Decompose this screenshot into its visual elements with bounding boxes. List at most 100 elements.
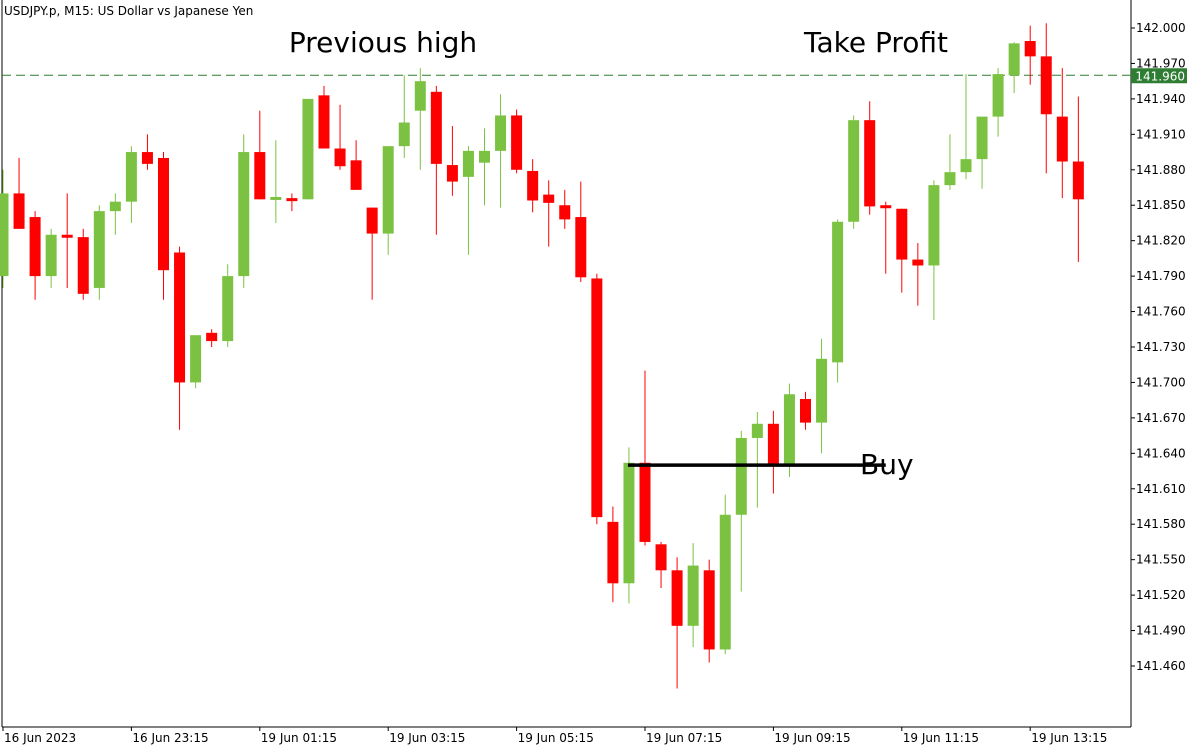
y-tick-label: 141.730 (1136, 340, 1186, 354)
candle (896, 208, 908, 293)
candle-body (125, 152, 137, 202)
candle (928, 180, 940, 320)
y-tick-label: 141.460 (1136, 659, 1186, 673)
candle-body (783, 394, 795, 466)
candle-body (141, 152, 153, 164)
candle-body (944, 172, 956, 186)
candles-group (0, 23, 1084, 689)
x-tick-label: 19 Jun 11:15 (903, 731, 979, 745)
candle-body (13, 193, 25, 229)
candle (414, 68, 426, 170)
candle (655, 541, 667, 589)
candle (1024, 25, 1036, 85)
candle-body (591, 278, 603, 518)
candle (976, 116, 988, 189)
candle-body (190, 335, 202, 383)
x-tick-label: 16 Jun 23:15 (132, 731, 208, 745)
candle-body (286, 198, 298, 202)
candle (238, 134, 250, 288)
candle (527, 159, 539, 213)
candle-body (527, 170, 539, 201)
candle (511, 109, 523, 174)
candle (174, 246, 186, 430)
candle (623, 447, 635, 604)
candle (992, 68, 1004, 137)
candle (912, 243, 924, 306)
candle-body (29, 217, 41, 277)
y-tick-label: 141.820 (1136, 234, 1186, 248)
candle (832, 219, 844, 383)
candle-body (238, 152, 250, 277)
buy-label: Buy (860, 448, 914, 481)
candle (206, 329, 218, 347)
y-tick-label: 141.610 (1136, 482, 1186, 496)
y-tick-label: 141.880 (1136, 163, 1186, 177)
candle (93, 205, 105, 300)
x-axis-group: 16 Jun 2023 16 Jun 23:15 19 Jun 01:15 19 Ju… (2, 727, 1107, 745)
candle (944, 134, 956, 190)
candle-body (61, 234, 73, 238)
candle (607, 506, 619, 603)
candle-body (1056, 116, 1068, 162)
candle-body (543, 194, 555, 203)
candle (158, 152, 169, 300)
candle-body (350, 160, 362, 190)
candle-body (222, 276, 234, 342)
candle-body (976, 116, 988, 160)
candle-body (992, 74, 1004, 117)
candle (559, 189, 571, 229)
candle-body (45, 234, 57, 277)
y-tick-label: 141.790 (1136, 269, 1186, 283)
candle (735, 430, 747, 592)
y-axis-group: 142.000 141.970 141.940 141.910 141.880 141.8… (1131, 21, 1186, 673)
previous-high-label: Previous high (289, 26, 477, 59)
y-tick-label: 141.580 (1136, 517, 1186, 531)
candle (430, 85, 442, 235)
x-tick-label: 19 Jun 03:15 (389, 731, 465, 745)
candle (751, 411, 763, 508)
candle (141, 134, 153, 170)
take-profit-label: Take Profit (803, 26, 948, 59)
candle-body (511, 115, 523, 170)
candle-body (109, 201, 121, 212)
candle-body (896, 208, 908, 260)
candle (1072, 96, 1084, 262)
y-tick-label: 141.850 (1136, 198, 1186, 212)
candle-body (430, 91, 442, 164)
candle (639, 370, 651, 546)
candle-body (1040, 56, 1052, 115)
candle-body (928, 185, 940, 266)
candle (848, 115, 860, 229)
candle-body (0, 193, 9, 277)
candle (783, 383, 795, 477)
y-tick-label: 142.000 (1136, 21, 1186, 35)
candle-body (671, 570, 683, 626)
candle (800, 391, 811, 430)
candle-body (848, 120, 860, 222)
candle (479, 128, 490, 206)
candle-body (158, 157, 169, 271)
candle-body (751, 423, 763, 438)
x-tick-label: 19 Jun 05:15 (518, 731, 594, 745)
price-tag-value: 141.960 (1135, 69, 1185, 83)
candle-body (832, 221, 844, 363)
candle-body (816, 358, 828, 423)
candle (334, 104, 346, 170)
candle-body (864, 120, 876, 207)
candle (0, 169, 9, 288)
candle-body (206, 332, 218, 342)
candle (286, 193, 298, 212)
candle (719, 494, 731, 655)
y-tick-label: 141.970 (1136, 56, 1186, 70)
y-tick-label: 141.640 (1136, 446, 1186, 460)
candle-body (77, 237, 89, 294)
x-tick-label: 16 Jun 2023 (4, 731, 76, 745)
x-tick-label: 19 Jun 01:15 (261, 731, 337, 745)
candle-body (735, 437, 747, 515)
candle (1056, 68, 1068, 199)
candle (671, 557, 683, 689)
candle (960, 74, 972, 180)
candle-body (93, 211, 105, 288)
